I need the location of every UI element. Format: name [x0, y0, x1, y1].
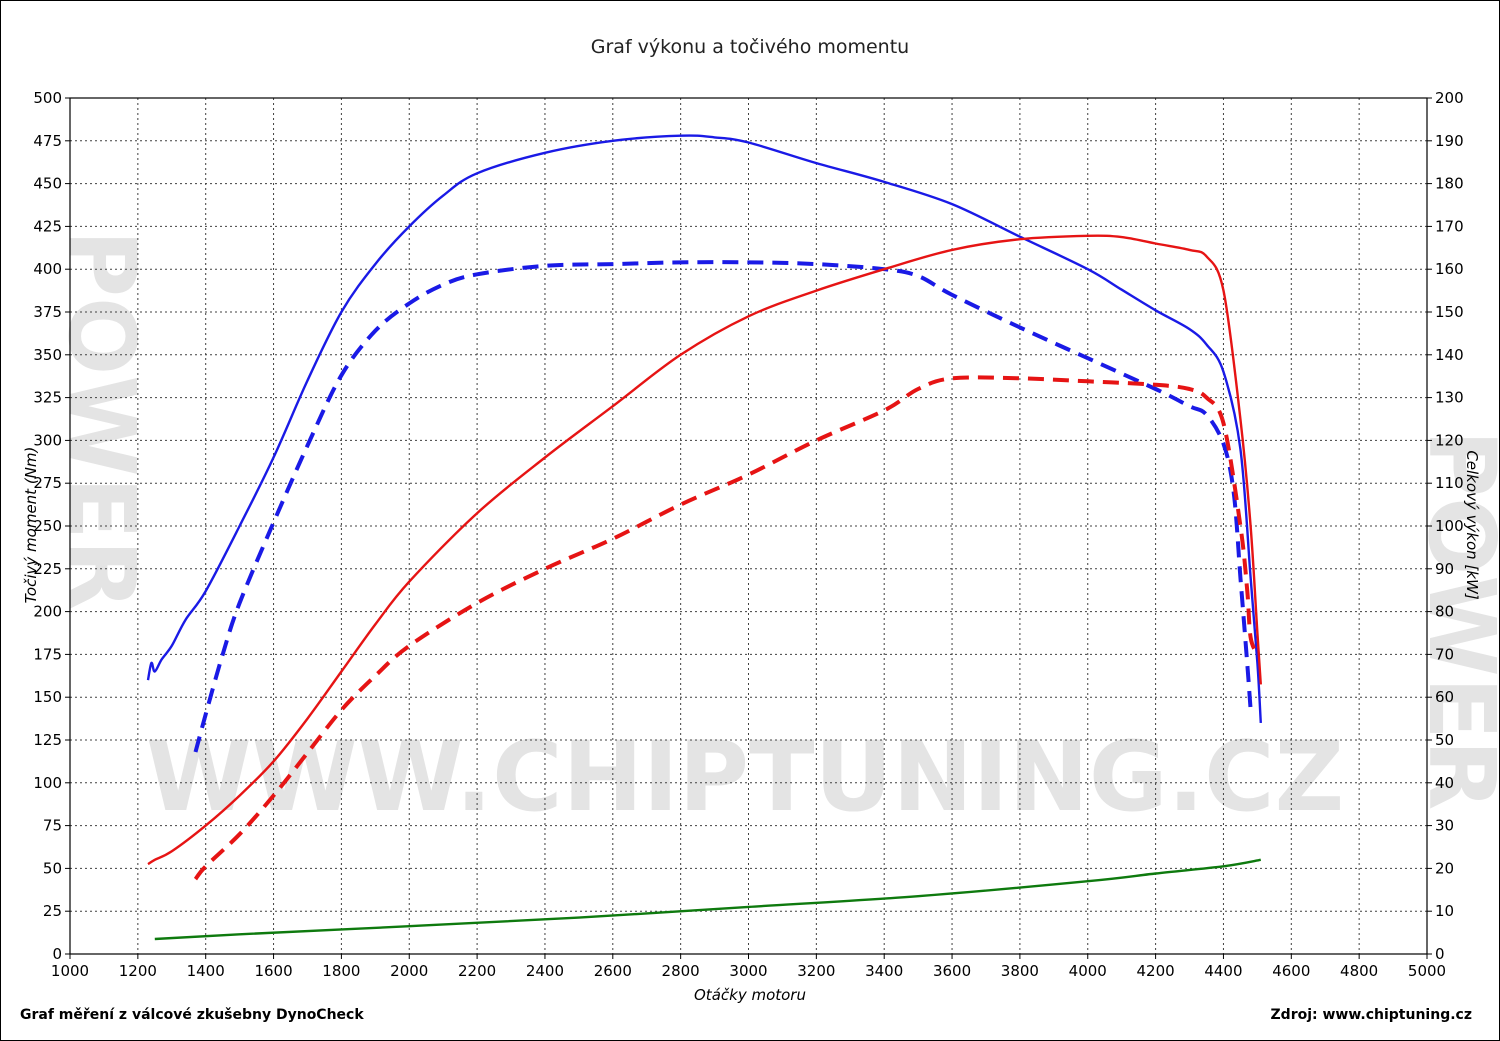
- power-tuned-line: [147, 234, 1262, 866]
- y-right-tick-label: 20: [1435, 859, 1454, 877]
- plot-area-border: [69, 97, 1428, 955]
- y-right-tick-label: 110: [1435, 474, 1464, 492]
- y-right-tick-label: 190: [1435, 132, 1464, 150]
- y-left-tick-label: 225: [33, 560, 62, 578]
- y-right-tick-label: 130: [1435, 389, 1464, 407]
- series-lines: [146, 134, 1262, 941]
- y-right-tick-label: 40: [1435, 774, 1454, 792]
- y-right-tick-label: 120: [1435, 431, 1464, 449]
- y-left-tick-label: 25: [43, 902, 62, 920]
- x-tick-label: 2800: [662, 962, 700, 980]
- y-left-tick-label: 375: [33, 303, 62, 321]
- y-axis-right-label: Celkový výkon [kW]: [1463, 450, 1481, 600]
- x-tick-label: 4800: [1340, 962, 1378, 980]
- y-right-tick-label: 70: [1435, 645, 1454, 663]
- y-left-tick-label: 250: [33, 517, 62, 535]
- x-tick-label: 2000: [390, 962, 428, 980]
- watermark-side-right: POWER: [1408, 430, 1500, 811]
- x-tick-label: 3800: [1001, 962, 1039, 980]
- x-tick-label: 1400: [187, 962, 225, 980]
- x-axis-label: Otáčky motoru: [694, 986, 806, 1004]
- y-right-tick-label: 170: [1435, 217, 1464, 235]
- y-right-tick-label: 150: [1435, 303, 1464, 321]
- y-right-tick-label: 60: [1435, 688, 1454, 706]
- y-left-tick-label: 300: [33, 431, 62, 449]
- x-tick-label: 2600: [594, 962, 632, 980]
- y-right-tick-label: 80: [1435, 603, 1454, 621]
- torque-tuned-line: [146, 134, 1262, 723]
- watermark: WWW.CHIPTUNING.CZ POWER POWER: [48, 230, 1500, 833]
- y-left-tick-label: 275: [33, 474, 62, 492]
- y-left-tick-label: 200: [33, 603, 62, 621]
- y-left-tick-label: 150: [33, 688, 62, 706]
- y-left-tick-label: 100: [33, 774, 62, 792]
- torque-stock-line: [193, 260, 1253, 753]
- y-left-tick-label: 350: [33, 346, 62, 364]
- footer-source-link[interactable]: Zdroj: www.chiptuning.cz: [1271, 1007, 1472, 1023]
- watermark-url: WWW.CHIPTUNING.CZ: [146, 721, 1344, 833]
- y-right-tick-label: 10: [1435, 902, 1454, 920]
- y-right-tick-label: 140: [1435, 346, 1464, 364]
- x-tick-label: 1000: [51, 962, 89, 980]
- axes: [65, 97, 1432, 959]
- x-tick-label: 3400: [865, 962, 903, 980]
- y-left-tick-label: 325: [33, 389, 62, 407]
- x-tick-label: 1600: [254, 962, 292, 980]
- x-tick-label: 5000: [1408, 962, 1446, 980]
- x-tick-label: 2400: [526, 962, 564, 980]
- y-left-tick-label: 50: [43, 859, 62, 877]
- y-left-tick-label: 400: [33, 260, 62, 278]
- y-right-tick-label: 160: [1435, 260, 1464, 278]
- x-tick-label: 4000: [1069, 962, 1107, 980]
- grid: [70, 98, 1427, 954]
- x-tick-label: 4400: [1204, 962, 1242, 980]
- x-tick-label: 4600: [1272, 962, 1310, 980]
- x-tick-label: 2200: [458, 962, 496, 980]
- y-left-tick-label: 475: [33, 132, 62, 150]
- y-right-tick-label: 90: [1435, 560, 1454, 578]
- y-left-tick-label: 75: [43, 817, 62, 835]
- y-right-tick-label: 100: [1435, 517, 1464, 535]
- y-right-tick-label: 180: [1435, 175, 1464, 193]
- x-tick-label: 1200: [119, 962, 157, 980]
- power-stock-line: [193, 375, 1260, 881]
- x-tick-label: 3200: [797, 962, 835, 980]
- footer-source-note: Graf měření z válcové zkušebny DynoCheck: [20, 1007, 364, 1023]
- y-left-tick-label: 450: [33, 175, 62, 193]
- y-left-tick-label: 175: [33, 645, 62, 663]
- y-right-tick-label: 0: [1435, 945, 1445, 963]
- loss-power-line: [154, 858, 1262, 941]
- y-left-tick-label: 500: [33, 89, 62, 107]
- y-right-tick-label: 200: [1435, 89, 1464, 107]
- x-tick-label: 3600: [933, 962, 971, 980]
- y-right-tick-label: 50: [1435, 731, 1454, 749]
- x-tick-label: 1800: [322, 962, 360, 980]
- watermark-side-left: POWER: [48, 230, 155, 611]
- x-tick-label: 3000: [729, 962, 767, 980]
- y-left-tick-label: 425: [33, 217, 62, 235]
- x-tick-label: 4200: [1137, 962, 1175, 980]
- chart-title: Graf výkonu a točivého momentu: [591, 36, 909, 58]
- tick-labels: 1000 1200 1400 1600 1800 2000 2200 2400 2600 2800…: [33, 89, 1463, 980]
- y-left-tick-label: 125: [33, 731, 62, 749]
- y-axis-left-label: Točivý moment (Nm): [22, 447, 40, 604]
- y-left-tick-label: 0: [52, 945, 62, 963]
- y-right-tick-label: 30: [1435, 817, 1454, 835]
